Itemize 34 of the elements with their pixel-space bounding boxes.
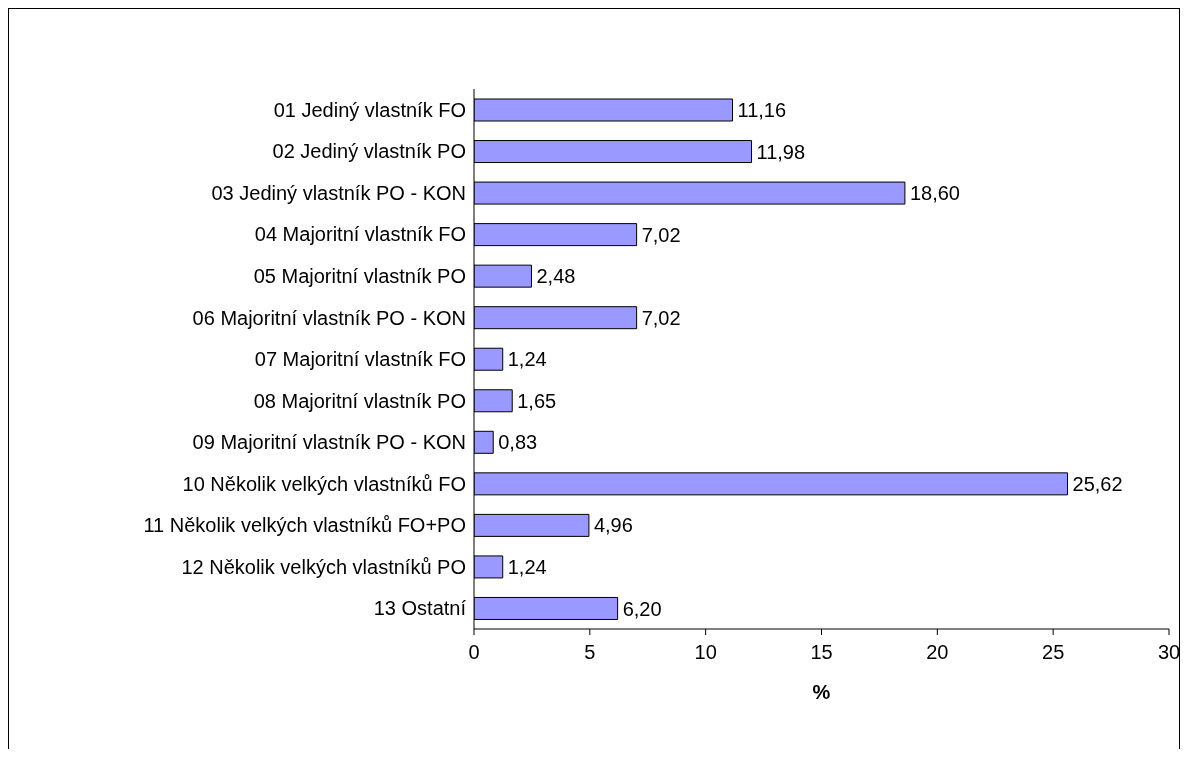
data-label: 11,16	[737, 99, 787, 122]
y-tick-label: 03 Jediný vlastník PO - KON	[211, 181, 466, 204]
data-label: 0,83	[498, 431, 538, 454]
y-tick-label: 07 Majoritní vlastník FO	[254, 348, 466, 371]
data-label: 11,98	[756, 140, 806, 163]
data-label: 25,62	[1072, 472, 1123, 495]
y-tick-label: 12 Několik velkých vlastníků PO	[181, 555, 466, 578]
y-tick-label: 01 Jediný vlastník FO	[273, 98, 466, 121]
data-label: 1,24	[507, 556, 547, 579]
data-label: 7,02	[641, 223, 681, 246]
x-tick-label: 20	[926, 641, 949, 664]
x-tick-label: 10	[694, 641, 717, 664]
y-tick-label: 08 Majoritní vlastník PO	[253, 389, 466, 412]
data-label: 4,96	[593, 514, 633, 537]
y-tick-label: 02 Jediný vlastník PO	[272, 140, 466, 163]
x-tick-label: 30	[1157, 641, 1181, 664]
y-tick-label: 13 Ostatní	[373, 597, 467, 620]
x-tick-label: 0	[468, 641, 480, 664]
x-tick-label: 5	[584, 641, 596, 664]
y-tick-label: 11 Několik velkých vlastníků FO+PO	[143, 514, 466, 537]
data-label: 18,60	[909, 182, 960, 205]
y-tick-label: 09 Majoritní vlastník PO - KON	[192, 431, 466, 454]
data-label: 1,65	[517, 389, 557, 412]
data-label: 1,24	[507, 348, 547, 371]
y-tick-label: 06 Majoritní vlastník PO - KON	[192, 306, 466, 329]
x-tick-label: 25	[1042, 641, 1065, 664]
x-tick-label: 15	[810, 641, 833, 664]
data-label: 7,02	[641, 306, 681, 329]
y-tick-label: 10 Několik velkých vlastníků FO	[182, 472, 466, 495]
y-tick-label: 05 Majoritní vlastník PO	[253, 265, 466, 288]
y-tick-label: 04 Majoritní vlastník FO	[254, 223, 466, 246]
data-label: 2,48	[536, 265, 576, 288]
x-axis-title: %	[812, 681, 831, 703]
data-label: 6,20	[622, 597, 662, 620]
